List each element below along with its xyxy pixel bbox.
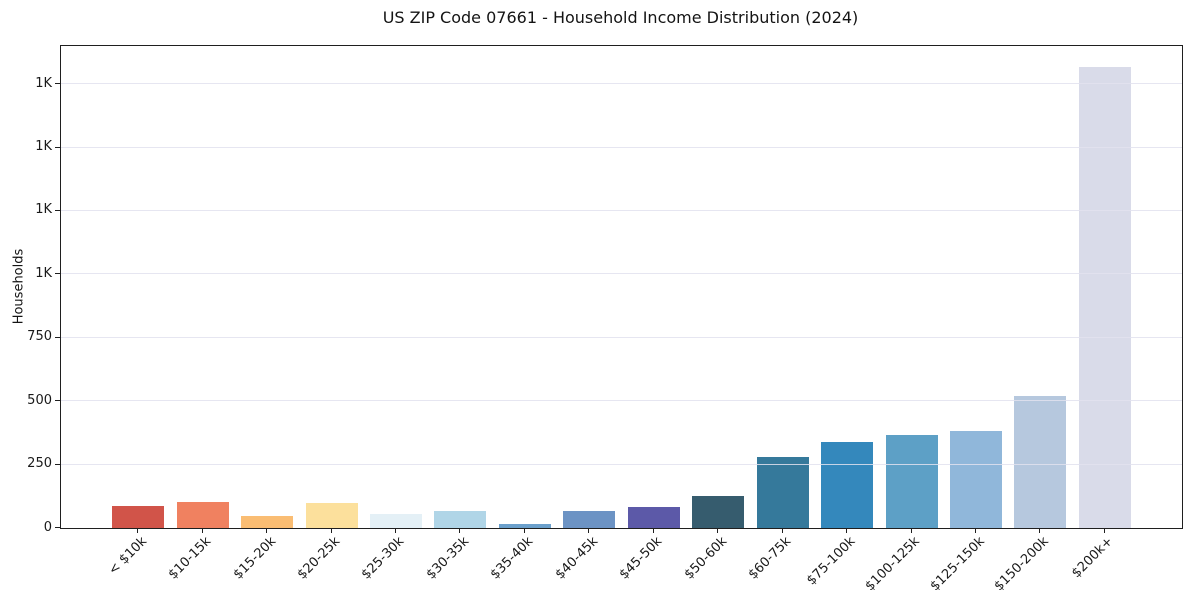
x-tick-mark: [781, 528, 783, 533]
x-tick-label: < $10k: [105, 534, 150, 579]
gridline: [61, 146, 1182, 148]
gridline: [61, 336, 1182, 338]
y-tick-mark: [55, 273, 60, 275]
x-tick-label: $50-60k: [681, 534, 730, 583]
x-tick-mark: [846, 528, 847, 533]
bar: [563, 510, 616, 528]
y-tick-label: 1K: [35, 202, 52, 218]
bar: [692, 495, 745, 528]
gridline: [61, 273, 1182, 275]
y-tick-label: 0: [43, 519, 52, 535]
y-tick-mark: [55, 146, 60, 148]
x-tick-label: $10-15k: [165, 534, 215, 583]
x-tick-label: $30-35k: [423, 534, 473, 583]
x-tick-mark: [717, 528, 719, 533]
bar: [1078, 66, 1131, 528]
x-tick-label: $100-125k: [862, 534, 924, 590]
x-tick-label: $25-30k: [359, 534, 408, 583]
y-tick-label: 1K: [35, 75, 52, 91]
bar: [112, 506, 165, 528]
y-tick-label: 500: [27, 392, 52, 408]
bar: [498, 523, 551, 528]
x-tick-label: $150-200k: [991, 534, 1052, 590]
bar: [885, 434, 938, 528]
gridline: [61, 83, 1182, 85]
x-tick-label: $75-100k: [804, 534, 859, 589]
y-tick-label: 750: [27, 329, 52, 345]
y-tick-label: 1K: [35, 265, 52, 281]
y-tick-mark: [55, 336, 60, 338]
bar: [949, 431, 1002, 528]
gridline: [61, 400, 1182, 402]
bar: [1014, 395, 1067, 528]
x-tick-mark: [459, 528, 461, 533]
bar: [627, 506, 680, 528]
bar: [176, 501, 229, 528]
x-tick-mark: [330, 528, 332, 533]
x-tick-label: $200k+: [1069, 534, 1117, 582]
x-tick-mark: [910, 528, 912, 533]
x-tick-label: $60-75k: [745, 534, 795, 583]
x-tick-mark: [588, 528, 590, 533]
bar: [756, 457, 809, 528]
gridline: [61, 463, 1182, 465]
y-tick-mark: [55, 463, 60, 465]
x-tick-label: $40-45k: [552, 534, 601, 583]
x-tick-label: $45-50k: [616, 534, 666, 583]
y-tick-label: 1K: [35, 139, 52, 154]
chart-title: US ZIP Code 07661 - Household Income Dis…: [382, 8, 859, 27]
x-tick-mark: [137, 528, 139, 533]
y-tick-mark: [55, 209, 60, 211]
plot-area: [60, 45, 1183, 529]
gridline: [61, 209, 1182, 211]
x-tick-label: $125-150k: [927, 534, 988, 590]
x-tick-mark: [652, 528, 654, 533]
x-tick-mark: [1039, 528, 1041, 533]
bar: [434, 510, 487, 528]
y-tick-mark: [55, 527, 60, 528]
x-tick-label: $35-40k: [487, 534, 537, 583]
bar: [821, 441, 873, 528]
x-tick-mark: [395, 528, 396, 533]
x-tick-mark: [523, 528, 525, 533]
y-tick-mark: [55, 83, 60, 85]
x-tick-mark: [201, 528, 203, 533]
x-tick-mark: [266, 528, 268, 533]
x-tick-mark: [1103, 528, 1105, 533]
bar: [241, 516, 294, 528]
y-tick-mark: [55, 400, 60, 402]
y-tick-label: 250: [27, 456, 52, 472]
bar: [370, 514, 422, 528]
x-tick-mark: [974, 528, 976, 533]
x-tick-label: $15-20k: [230, 534, 279, 583]
x-tick-label: $20-25k: [294, 534, 344, 583]
bar: [305, 503, 358, 528]
